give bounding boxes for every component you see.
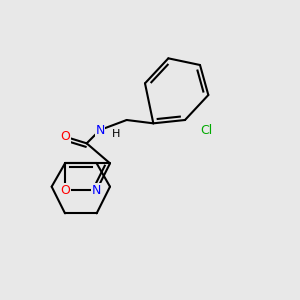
Text: Cl: Cl	[200, 124, 213, 136]
Text: O: O	[60, 130, 70, 143]
Text: N: N	[92, 184, 101, 196]
Text: O: O	[60, 184, 70, 196]
Text: N: N	[95, 124, 105, 136]
Text: H: H	[112, 129, 121, 139]
